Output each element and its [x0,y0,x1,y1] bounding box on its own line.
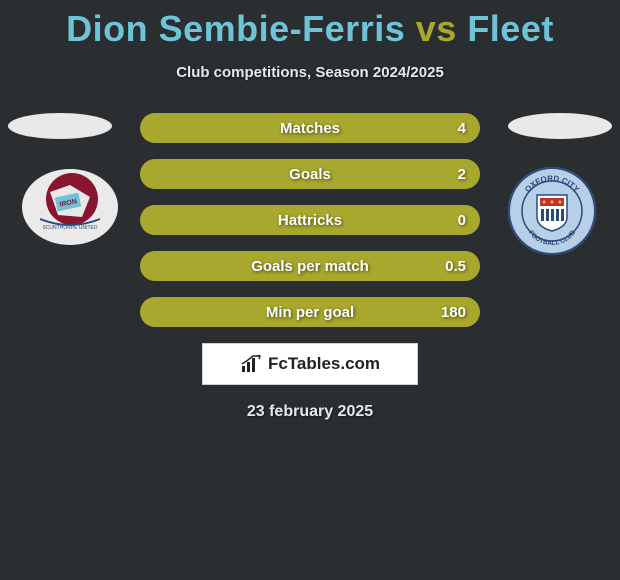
brand-box: FcTables.com [202,343,418,385]
stat-label: Min per goal [266,304,354,321]
brand-text: FcTables.com [240,354,380,374]
title-player1: Dion Sembie-Ferris [66,8,405,49]
stat-value: 0.5 [445,258,466,275]
stat-row-min-per-goal: Min per goal 180 [140,297,480,327]
stat-label: Hattricks [278,212,342,229]
stat-row-matches: Matches 4 [140,113,480,143]
title-player2: Fleet [467,8,554,49]
svg-text:SCUNTHORPE UNITED: SCUNTHORPE UNITED [42,225,97,231]
stat-value: 0 [458,212,466,229]
stat-label: Matches [280,120,340,137]
left-ellipse-decor [8,113,112,139]
stat-label: Goals per match [251,258,369,275]
title-vs: vs [416,8,457,49]
stat-row-goals: Goals 2 [140,159,480,189]
crest-right: OXFORD CITY FOOTBALL CLUB [504,167,600,255]
brand-label: FcTables.com [268,354,380,374]
date-text: 23 february 2025 [0,403,620,421]
right-ellipse-decor [508,113,612,139]
chart-icon [240,355,262,373]
stat-value: 4 [458,120,466,137]
stat-label: Goals [289,166,331,183]
stats-list: Matches 4 Goals 2 Hattricks 0 Goals per … [140,113,480,327]
content-area: IRON SCUNTHORPE UNITED OXFORD CITY FOOTB… [0,113,620,421]
page-title: Dion Sembie-Ferris vs Fleet [0,0,620,50]
subtitle: Club competitions, Season 2024/2025 [0,64,620,81]
stat-value: 180 [441,304,466,321]
stat-value: 2 [458,166,466,183]
crest-left: IRON SCUNTHORPE UNITED [20,167,120,247]
stat-row-goals-per-match: Goals per match 0.5 [140,251,480,281]
stat-row-hattricks: Hattricks 0 [140,205,480,235]
